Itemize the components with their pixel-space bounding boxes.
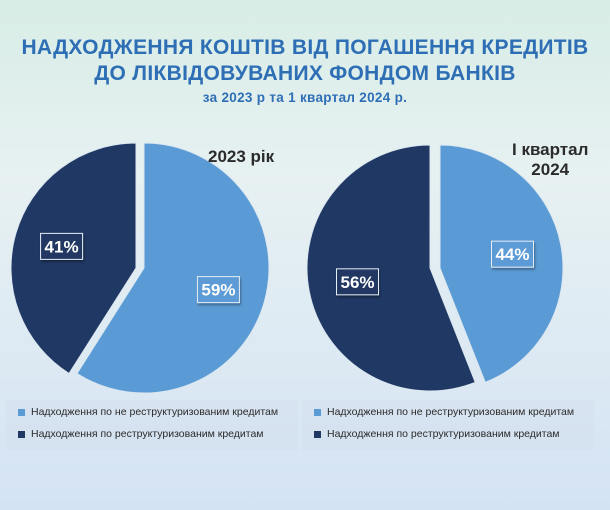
pie-q1-2024-title: І квартал 2024 <box>512 140 588 180</box>
pie-q1-2024-title-line1: І квартал <box>512 140 589 159</box>
pie-2023-data-label-0: 59% <box>196 276 240 304</box>
pie-q1-2024-data-label-box-1 <box>336 268 380 296</box>
pie-2023-data-label-box-1 <box>40 232 84 260</box>
pie-2023-data-label-text-1: 41% <box>45 237 79 256</box>
chart-subtitle: за 2023 р та 1 квартал 2024 р. <box>202 90 408 105</box>
pie-2023-title: 2023 рік <box>208 147 275 166</box>
legend-item-nonrestructured: Надходження по не реструктуризованим кре… <box>314 406 574 418</box>
legend-swatch-dark <box>314 430 321 438</box>
pie-2023-slice-0 <box>76 142 270 394</box>
legend-item-restructured: Надходження по реструктуризованим кредит… <box>314 428 560 440</box>
legend-swatch-dark <box>18 430 25 438</box>
pie-q1-2024-data-label-text-1: 56% <box>340 273 374 292</box>
chart-title-line1: НАДХОДЖЕННЯ КОШТІВ ВІД ПОГАШЕННЯ КРЕДИТІ… <box>21 36 589 59</box>
legend-label: Надходження по не реструктуризованим кре… <box>31 406 279 418</box>
legend-item-nonrestructured: Надходження по не реструктуризованим кре… <box>18 406 278 418</box>
pie-q1-2024-title-line2: 2024 <box>531 160 570 179</box>
pie-q1-2024-data-label-text-0: 44% <box>495 245 529 264</box>
pie-2023-data-label-box-0 <box>196 276 240 304</box>
pie-q1-2024-data-label-box-0 <box>490 240 534 268</box>
legend-swatch-light <box>314 408 321 416</box>
legend-q1-2024: Надходження по не реструктуризованим кре… <box>302 400 594 450</box>
pie-q1-2024-data-label-1: 56% <box>336 268 380 296</box>
legend-2023: Надходження по не реструктуризованим кре… <box>6 400 298 450</box>
pie-2023-data-label-text-0: 59% <box>201 281 235 300</box>
pie-q1-2024-data-label-0: 44% <box>490 240 534 268</box>
legend-label: Надходження по не реструктуризованим кре… <box>327 406 575 418</box>
pie-q1-2024-slice-1 <box>306 144 476 392</box>
chart-title-line2: ДО ЛІКВІДОВУВАНИХ ФОНДОМ БАНКІВ <box>94 62 516 85</box>
legend-label: Надходження по реструктуризованим кредит… <box>327 428 560 440</box>
legend-label: Надходження по реструктуризованим кредит… <box>31 428 264 440</box>
pie-2023-data-label-1: 41% <box>40 232 84 260</box>
legend-item-restructured: Надходження по реструктуризованим кредит… <box>18 428 264 440</box>
legend-swatch-light <box>18 408 25 416</box>
